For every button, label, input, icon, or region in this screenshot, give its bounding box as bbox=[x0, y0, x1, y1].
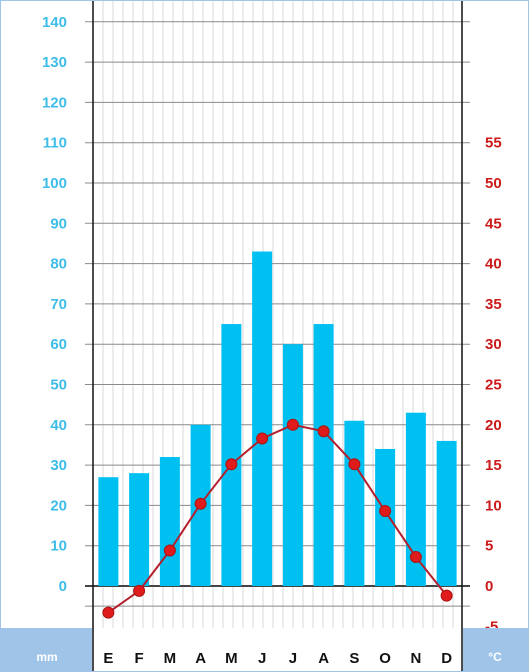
left-tick-label: 120 bbox=[42, 94, 67, 111]
month-label: A bbox=[195, 650, 206, 667]
month-label: N bbox=[410, 650, 421, 667]
left-unit-label: mm bbox=[36, 650, 57, 664]
right-unit-label: °C bbox=[488, 650, 502, 664]
month-label: S bbox=[349, 650, 359, 667]
temperature-point bbox=[440, 589, 453, 602]
left-tick-label: 20 bbox=[50, 497, 67, 514]
temperature-point bbox=[317, 425, 330, 438]
right-tick-label: 25 bbox=[485, 377, 502, 394]
temperature-point bbox=[102, 606, 115, 619]
left-tick-label: 70 bbox=[50, 296, 67, 313]
right-tick-label: 40 bbox=[485, 256, 502, 273]
month-label: J bbox=[258, 650, 266, 667]
right-tick-label: 55 bbox=[485, 135, 502, 152]
precipitation-bar bbox=[129, 473, 150, 586]
left-tick-label: 30 bbox=[50, 457, 67, 474]
left-tick-label: 90 bbox=[50, 215, 67, 232]
precipitation-bars bbox=[98, 251, 457, 586]
left-tick-label: 0 bbox=[59, 578, 67, 595]
right-tick-label: 10 bbox=[485, 497, 502, 514]
temperature-point bbox=[379, 505, 392, 518]
right-tick-label: 50 bbox=[485, 175, 502, 192]
right-tick-label: 5 bbox=[485, 538, 493, 555]
left-tick-label: 140 bbox=[42, 14, 67, 31]
month-label: D bbox=[441, 650, 452, 667]
right-tick-label: 35 bbox=[485, 296, 502, 313]
temperature-point bbox=[225, 458, 238, 471]
footer-left bbox=[1, 628, 92, 671]
right-tick-label: 20 bbox=[485, 417, 502, 434]
left-tick-label: 10 bbox=[50, 538, 67, 555]
temperature-point bbox=[348, 458, 361, 471]
right-tick-label: 0 bbox=[485, 578, 493, 595]
month-label: E bbox=[103, 650, 113, 667]
temperature-point bbox=[286, 418, 299, 431]
precipitation-bar bbox=[313, 324, 334, 586]
month-label: F bbox=[135, 650, 144, 667]
precipitation-bar bbox=[282, 344, 303, 586]
left-tick-label: 110 bbox=[43, 135, 67, 152]
temperature-series-line bbox=[107, 423, 448, 614]
month-label: O bbox=[379, 650, 391, 667]
precipitation-bar bbox=[98, 477, 119, 586]
precipitation-bar bbox=[159, 457, 180, 586]
precipitation-bar bbox=[375, 448, 396, 586]
footer-right bbox=[463, 628, 528, 671]
temperature-point bbox=[194, 497, 207, 510]
temperature-point bbox=[256, 432, 269, 445]
precipitation-bar bbox=[252, 251, 273, 586]
precipitation-bar bbox=[405, 412, 426, 586]
precipitation-bar bbox=[344, 420, 365, 586]
temperature-line bbox=[102, 418, 453, 619]
right-tick-label: 45 bbox=[485, 215, 502, 232]
left-tick-label: 130 bbox=[42, 54, 67, 71]
temperature-point bbox=[163, 544, 176, 557]
right-tick-label: 30 bbox=[485, 336, 502, 353]
temperature-point bbox=[409, 550, 422, 563]
month-label: M bbox=[225, 650, 238, 667]
month-label: A bbox=[318, 650, 329, 667]
right-tick-label: 15 bbox=[485, 457, 502, 474]
temperature-point bbox=[133, 584, 146, 597]
precipitation-bar bbox=[436, 440, 457, 586]
month-label: J bbox=[289, 650, 297, 667]
left-tick-label: 60 bbox=[50, 336, 67, 353]
left-tick-label: 50 bbox=[50, 377, 67, 394]
left-tick-label: 40 bbox=[50, 417, 67, 434]
left-tick-label: 80 bbox=[50, 256, 67, 273]
left-tick-label: 100 bbox=[42, 175, 67, 192]
precipitation-bar bbox=[221, 324, 242, 586]
month-label: M bbox=[164, 650, 177, 667]
